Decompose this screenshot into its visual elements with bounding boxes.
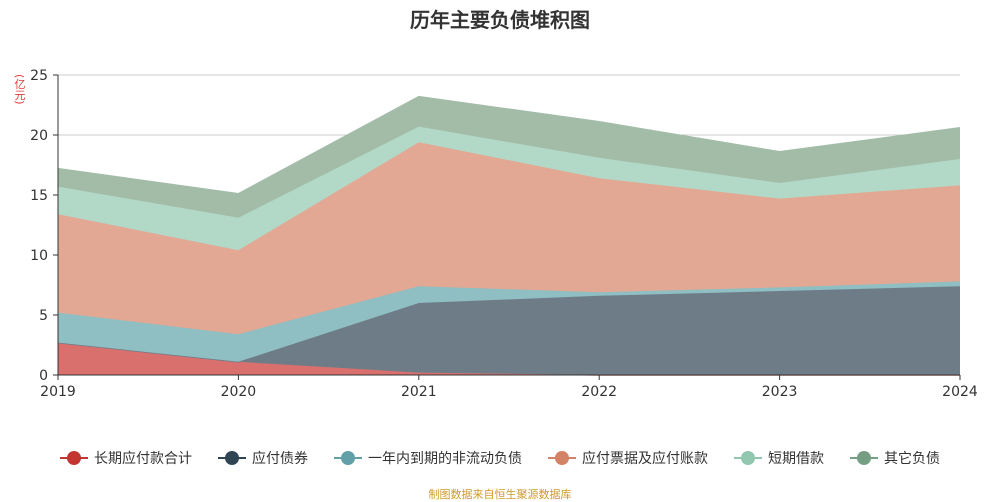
legend-swatch: [218, 451, 246, 465]
legend-item-2[interactable]: 一年内到期的非流动负债: [334, 448, 522, 468]
axes: 0 5 10 15 20 25 2019 2020 2021 2022 2023 2024: [30, 68, 978, 400]
x-tick-label: 2024: [942, 384, 978, 400]
y-tick-label: 10: [30, 248, 48, 264]
legend-item-3[interactable]: 应付票据及应付账款: [548, 448, 708, 468]
y-tick-label: 20: [30, 128, 48, 144]
x-tick-label: 2022: [581, 384, 617, 400]
legend: 长期应付款合计 应付债券 一年内到期的非流动负债 应付票据及应付账款 短期借款 其它负债: [0, 448, 1000, 468]
legend-label: 短期借款: [768, 451, 824, 467]
area-series-1: [58, 286, 960, 375]
area-series-2: [58, 281, 960, 362]
legend-swatch: [850, 451, 878, 465]
series-areas: [57, 95, 961, 376]
legend-item-5[interactable]: 其它负债: [850, 448, 940, 468]
legend-item-4[interactable]: 短期借款: [734, 448, 824, 468]
legend-swatch-dot: [67, 451, 81, 465]
legend-item-1[interactable]: 应付债券: [218, 448, 308, 468]
data-source-footer: 制图数据来自恒生聚源数据库: [428, 488, 572, 501]
y-tick-label: 15: [30, 188, 48, 204]
legend-label: 其它负债: [884, 451, 940, 467]
x-tick-label: 2020: [221, 384, 257, 400]
chart-title: 历年主要负债堆积图: [410, 8, 590, 32]
legend-swatch: [60, 451, 88, 465]
legend-swatch-dot: [341, 451, 355, 465]
legend-swatch: [548, 451, 576, 465]
y-tick-label: 0: [39, 368, 48, 384]
legend-swatch-dot: [555, 451, 569, 465]
legend-label: 应付债券: [252, 451, 308, 467]
legend-swatch: [734, 451, 762, 465]
y-tick-label: 5: [39, 308, 48, 324]
legend-label: 长期应付款合计: [94, 451, 192, 467]
x-tick-label: 2023: [762, 384, 798, 400]
legend-item-0[interactable]: 长期应付款合计: [60, 448, 192, 468]
y-axis-unit-label: (亿元): [13, 74, 26, 105]
legend-label: 应付票据及应付账款: [582, 451, 708, 467]
area-series-5: [58, 96, 960, 218]
legend-swatch-dot: [225, 451, 239, 465]
area-edge-series-5: [57, 95, 961, 195]
legend-swatch-dot: [741, 451, 755, 465]
area-series-4: [58, 126, 960, 251]
x-tick-label: 2019: [40, 384, 76, 400]
x-tick-label: 2021: [401, 384, 437, 400]
area-series-3: [58, 142, 960, 335]
legend-label: 一年内到期的非流动负债: [368, 451, 522, 467]
legend-swatch-dot: [857, 451, 871, 465]
area-series-0: [58, 342, 960, 375]
y-tick-label: 25: [30, 68, 48, 84]
legend-swatch: [334, 451, 362, 465]
